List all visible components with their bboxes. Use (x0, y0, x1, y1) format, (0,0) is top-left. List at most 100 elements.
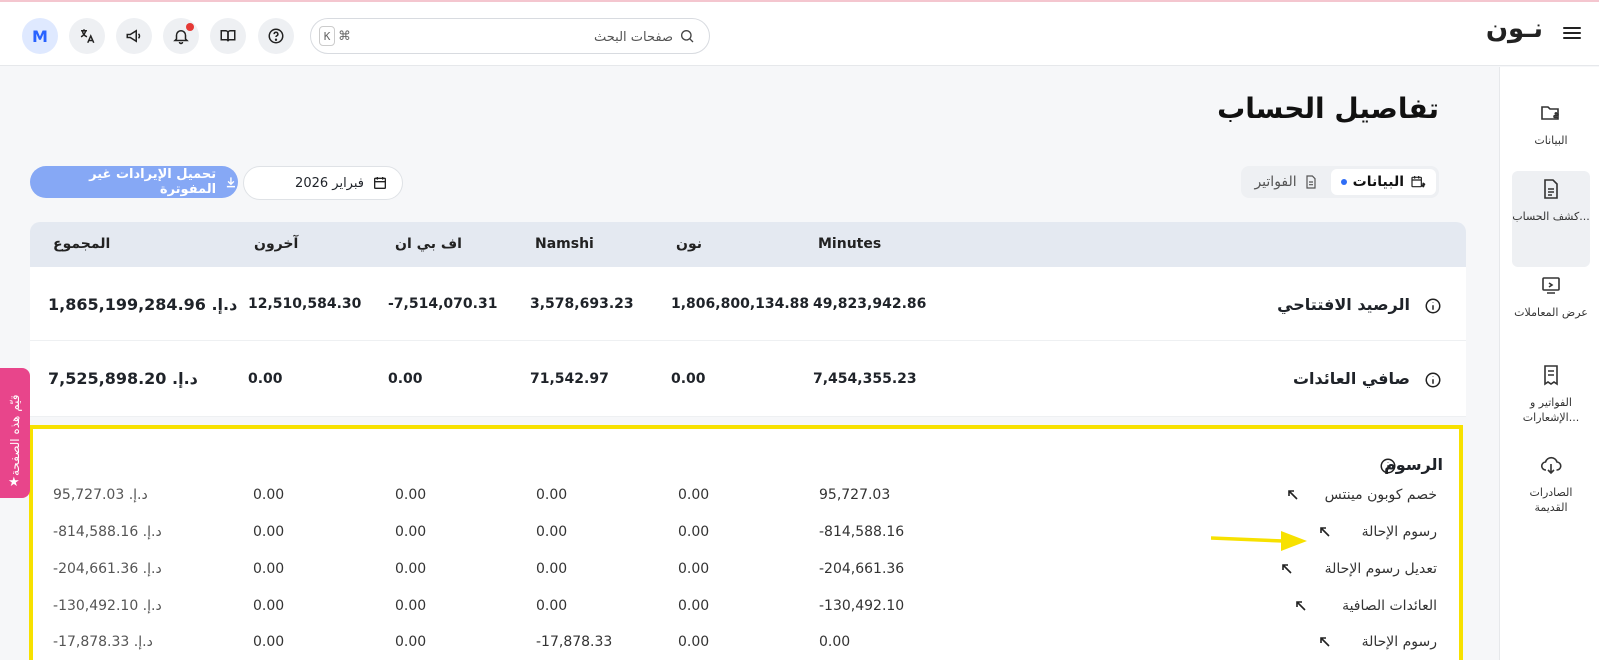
cloud-download-icon (1540, 456, 1562, 475)
fee-row[interactable]: تعديل رسوم الإحالة -204,661.36 0.00 0.00… (33, 561, 1459, 597)
top-accent-line (0, 0, 1599, 2)
cell-value: 0.00 (678, 598, 710, 614)
transactions-icon (1542, 277, 1560, 294)
row-label: صافي العائدات (1292, 369, 1410, 388)
shortcut-key: K (319, 26, 335, 46)
sidebar-item-label: كشف الحساب... (1512, 210, 1590, 223)
cell-value: 0.00 (395, 524, 427, 540)
star-icon: ★ (8, 475, 20, 490)
language-button[interactable] (69, 18, 105, 54)
cell-value: -130,492.10 (819, 598, 905, 614)
help-button[interactable] (258, 18, 294, 54)
search-input[interactable] (373, 25, 673, 49)
bell-icon (173, 30, 189, 45)
avatar[interactable]: M (22, 18, 58, 54)
cell-value: 0.00 (536, 487, 568, 503)
row-total: د.إ. 814,588.16- (53, 524, 162, 540)
sidebar-item-statements[interactable]: البيانات (1512, 95, 1590, 148)
sidebar-item-label: الصادرات القديمة (1529, 486, 1573, 514)
cell-value: -7,514,070.31 (388, 296, 498, 312)
download-unbilled-button[interactable]: تحميل الإيرادات غير المفوترة (30, 166, 238, 198)
cell-value: 0.00 (678, 561, 710, 577)
row-total: د.إ. 130,492.10- (53, 598, 162, 614)
shortcut-hint: K ⌘ (319, 26, 350, 47)
rate-page-label: قيّم هذه الصفحة (8, 394, 22, 476)
fee-row[interactable]: رسوم الإحالة -814,588.16 0.00 0.00 0.00 … (33, 524, 1459, 560)
cell-value: 0.00 (388, 371, 423, 387)
row-total: د.إ. 1,865,199,284.96 (48, 295, 238, 314)
folder-dollar-icon (1541, 106, 1559, 120)
cell-value: 49,823,942.86 (813, 296, 927, 312)
cell-value: 0.00 (253, 561, 285, 577)
tab-statements[interactable]: البيانات (1330, 169, 1436, 195)
cell-value: 0.00 (819, 634, 851, 650)
search-bar[interactable]: K⌘ (310, 18, 710, 54)
date-picker[interactable]: فبراير 2026 (243, 166, 403, 200)
cell-value: 0.00 (395, 561, 427, 577)
receipt-icon (1544, 365, 1558, 386)
cell-value: 3,578,693.23 (530, 296, 634, 312)
cell-value: 71,542.97 (530, 371, 609, 387)
fee-row[interactable]: رسوم الإحالة 0.00 0.00 -17,878.33 0.00 0… (33, 634, 1459, 660)
expand-arrow-icon[interactable] (1287, 489, 1299, 501)
row-label: تعديل رسوم الإحالة (1324, 561, 1437, 577)
fees-title: الرسوم (1384, 455, 1443, 474)
sidebar-item-old-exports[interactable]: الصادرات القديمة (1512, 447, 1590, 515)
table-header: Minutes نون Namshi اف بي ان آخرون المجمو… (30, 222, 1466, 267)
notifications-button[interactable] (163, 18, 199, 54)
row-label: العائدات الصافية (1342, 598, 1437, 614)
cell-value: 0.00 (253, 487, 285, 503)
row-total: د.إ. 17,878.33- (53, 634, 153, 650)
cell-value: 0.00 (253, 524, 285, 540)
table-row-net-proceeds: صافي العائدات 7,454,355.23 0.00 71,542.9… (30, 341, 1466, 417)
translate-icon (80, 29, 95, 44)
expand-arrow-icon[interactable] (1281, 563, 1293, 575)
expand-arrow-icon[interactable] (1319, 636, 1331, 648)
column-header-namshi: Namshi (535, 236, 594, 252)
notification-dot (186, 23, 194, 31)
page-title: تفاصيل الحساب (1217, 92, 1439, 125)
tab-label: البيانات (1352, 174, 1404, 190)
cell-value: 0.00 (395, 634, 427, 650)
table-row-opening-balance: الرصيد الافتتاحي 49,823,942.86 1,806,800… (30, 267, 1466, 341)
sidebar-item-label: الفواتير و الإشعارات... (1522, 396, 1580, 424)
active-dot (1340, 179, 1347, 185)
command-icon: ⌘ (339, 26, 350, 47)
search-icon (681, 30, 694, 43)
document-icon (1544, 179, 1558, 199)
docs-button[interactable] (210, 18, 246, 54)
announcements-button[interactable] (116, 18, 152, 54)
row-total: د.إ. 95,727.03 (53, 487, 148, 503)
info-icon[interactable] (1424, 371, 1442, 389)
calendar-icon (374, 177, 386, 189)
rate-page-tab[interactable]: قيّم هذه الصفحة ★ (0, 368, 30, 498)
cell-value: 95,727.03 (819, 487, 891, 503)
sidebar-item-account-statement[interactable]: كشف الحساب... (1512, 171, 1590, 267)
info-icon[interactable] (1379, 457, 1397, 475)
fees-section: الرسوم خصم كوبون مينتس 95,727.03 0.00 0.… (29, 425, 1463, 660)
calendar-dollar-icon (1411, 176, 1426, 188)
row-label: رسوم الإحالة (1361, 634, 1437, 650)
tab-label: الفواتير (1254, 174, 1297, 190)
fee-row[interactable]: خصم كوبون مينتس 95,727.03 0.00 0.00 0.00… (33, 487, 1459, 523)
cell-value: -204,661.36 (819, 561, 905, 577)
sidebar-item-invoices[interactable]: الفواتير و الإشعارات... (1512, 357, 1590, 425)
megaphone-icon (126, 29, 141, 43)
cell-value: 0.00 (253, 598, 285, 614)
cell-value: 0.00 (678, 487, 710, 503)
expand-arrow-icon[interactable] (1295, 600, 1307, 612)
tab-invoices[interactable]: الفواتير (1244, 169, 1328, 195)
info-icon[interactable] (1424, 297, 1442, 315)
expand-arrow-icon[interactable] (1319, 526, 1331, 538)
sidebar-item-transactions[interactable]: عرض المعاملات (1512, 267, 1590, 320)
row-total: د.إ. 204,661.36- (53, 561, 162, 577)
cell-value: 0.00 (395, 598, 427, 614)
cell-value: 0.00 (678, 634, 710, 650)
download-label: تحميل الإيرادات غير المفوترة (89, 167, 217, 197)
download-icon (227, 177, 236, 188)
cell-value: 0.00 (395, 487, 427, 503)
fee-row[interactable]: العائدات الصافية -130,492.10 0.00 0.00 0… (33, 598, 1459, 634)
column-header-others: آخرون (254, 236, 299, 252)
menu-icon[interactable] (1563, 24, 1581, 42)
logo: نـون (1485, 14, 1543, 44)
